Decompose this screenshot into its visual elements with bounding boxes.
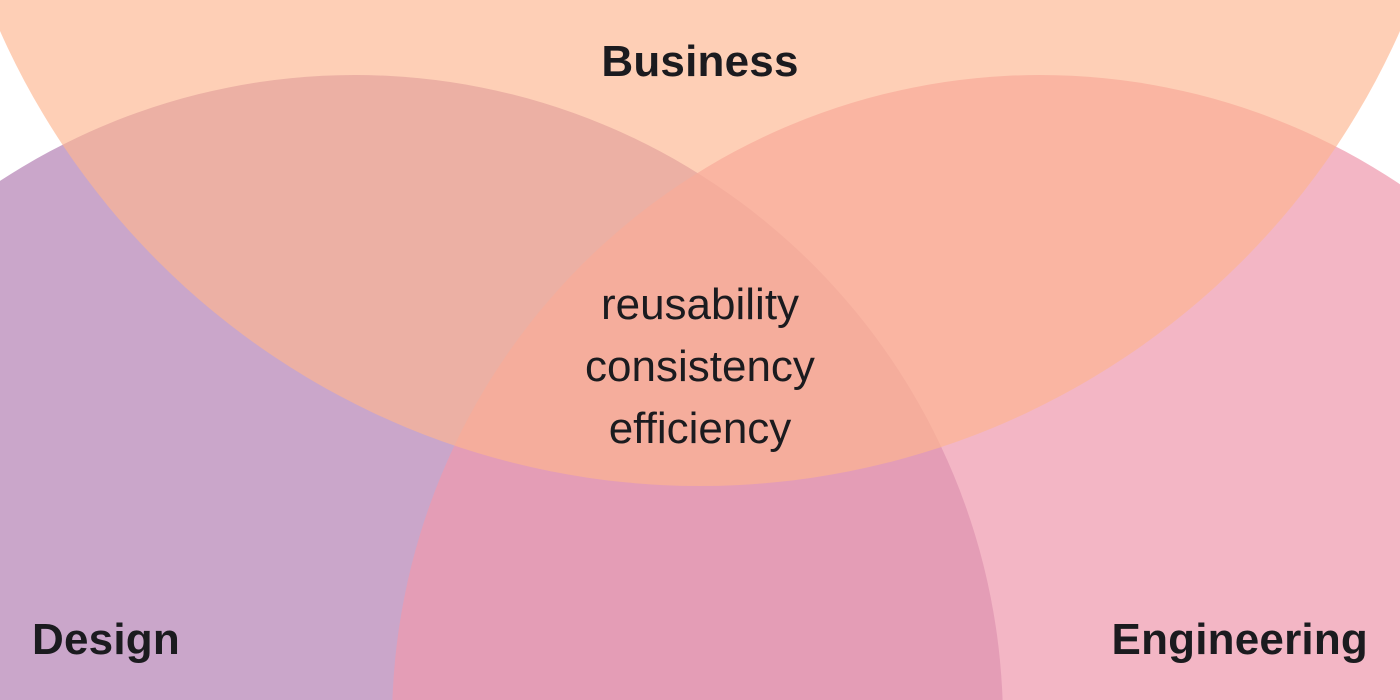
design-label: Design: [32, 615, 180, 664]
intersection-item-reusability: reusability: [600, 280, 800, 329]
engineering-label: Engineering: [1111, 615, 1368, 664]
business-label: Business: [601, 37, 799, 86]
intersection-item-consistency: consistency: [585, 342, 815, 391]
business-circle: [0, 0, 1400, 486]
intersection-item-efficiency: efficiency: [608, 404, 792, 453]
intersection-list: reusability consistency efficiency: [0, 274, 1400, 460]
